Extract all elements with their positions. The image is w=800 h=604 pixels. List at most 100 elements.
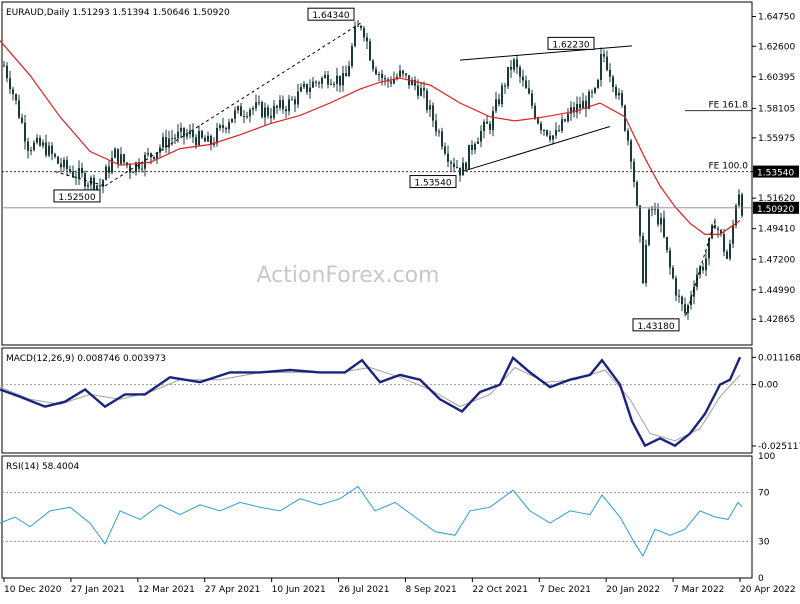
- price-axis-label: 1.51620: [758, 194, 795, 204]
- candle: [564, 118, 566, 123]
- candle: [366, 33, 368, 50]
- candle: [240, 103, 242, 117]
- axis-layer: 1.64750 1.62600 1.60395 1.58105 1.55975 1.535…: [3, 13, 800, 595]
- macd-layer: [0, 355, 752, 448]
- candle-body: [78, 167, 80, 178]
- candle: [516, 54, 518, 75]
- candle-body: [666, 236, 668, 251]
- candle-body: [87, 184, 89, 187]
- candle-body: [303, 83, 305, 88]
- candle-body: [399, 70, 401, 77]
- candle-body: [726, 251, 728, 259]
- candle: [513, 57, 515, 73]
- candle: [420, 81, 422, 97]
- candle-body: [108, 166, 110, 173]
- candle: [210, 134, 212, 151]
- candle-body: [42, 142, 44, 146]
- price-axis-label: 1.64750: [758, 13, 795, 23]
- candle-body: [705, 258, 707, 271]
- candle-body: [678, 295, 680, 297]
- candle: [468, 144, 470, 170]
- candle-body: [375, 68, 377, 75]
- candle-body: [345, 73, 347, 77]
- candle: [678, 289, 680, 303]
- candle-body: [24, 122, 26, 142]
- candle-body: [585, 100, 587, 109]
- candle: [432, 102, 434, 128]
- candle: [699, 264, 701, 279]
- candle: [603, 49, 605, 63]
- macd-axis-label: 0.00: [758, 381, 778, 391]
- candle-body: [309, 87, 311, 92]
- candle-body: [198, 130, 200, 146]
- candle-body: [597, 79, 599, 88]
- candle-body: [102, 180, 104, 187]
- candle-body: [75, 176, 77, 178]
- candle: [243, 110, 245, 124]
- macd-title: MACD(12,26,9) 0.008746 0.003973: [6, 354, 166, 364]
- candle: [723, 228, 725, 257]
- price-layer: FE 100.0 FE 161.8 1.64340 1.62230 1.52500 1.5…: [0, 7, 752, 332]
- rsi-line: [0, 485, 743, 558]
- candle-body: [564, 119, 566, 122]
- candle-body: [174, 137, 176, 139]
- candle-body: [447, 153, 449, 162]
- candle-body: [495, 99, 497, 112]
- candle: [708, 237, 710, 266]
- candle-body: [429, 105, 431, 110]
- candle: [267, 104, 269, 119]
- candle: [684, 297, 686, 317]
- candle-body: [354, 26, 356, 47]
- candle: [369, 38, 371, 62]
- x-axis-label: 27 Jan 2021: [71, 585, 125, 595]
- candle: [21, 113, 23, 125]
- candle: [39, 135, 41, 147]
- candle-body: [279, 100, 281, 108]
- rsi-axis-label: 0: [758, 574, 764, 584]
- candle: [159, 144, 161, 157]
- candle-body: [213, 143, 215, 145]
- trendline: [104, 21, 363, 187]
- candle: [498, 93, 500, 107]
- candle: [582, 92, 584, 108]
- candle: [42, 139, 44, 149]
- candle: [483, 119, 485, 139]
- candle-body: [222, 125, 224, 128]
- candle: [273, 100, 275, 121]
- candle: [336, 67, 338, 92]
- candle-body: [402, 70, 404, 74]
- x-axis-label: 27 Apr 2021: [205, 585, 261, 595]
- candle-body: [588, 91, 590, 109]
- candle-body: [654, 209, 656, 211]
- candle-body: [9, 78, 11, 90]
- candle: [693, 280, 695, 305]
- candle-body: [54, 153, 56, 157]
- candle-body: [570, 107, 572, 114]
- candle: [9, 70, 11, 95]
- candle-body: [18, 100, 20, 118]
- candle-body: [711, 225, 713, 239]
- rsi-title: RSI(14) 58.4004: [6, 462, 79, 472]
- candle: [507, 66, 509, 89]
- candle: [36, 134, 38, 145]
- candle-body: [462, 162, 464, 176]
- candle-body: [453, 163, 455, 168]
- candle-body: [693, 286, 695, 297]
- candle-body: [117, 148, 119, 164]
- candle-body: [45, 142, 47, 156]
- price-annotation: 1.43180: [632, 318, 680, 332]
- candle-body: [396, 76, 398, 79]
- candle-body: [519, 67, 521, 77]
- candle-body: [99, 185, 101, 187]
- candle: [60, 157, 62, 173]
- candle-body: [240, 106, 242, 117]
- candle: [114, 147, 116, 159]
- candle-body: [516, 59, 518, 68]
- price-axis-label: 1.47200: [758, 255, 795, 265]
- candle-body: [30, 150, 32, 152]
- candle: [501, 82, 503, 108]
- candle-body: [264, 107, 266, 118]
- candle-body: [501, 85, 503, 105]
- candle-body: [3, 65, 5, 67]
- candle: [462, 157, 464, 176]
